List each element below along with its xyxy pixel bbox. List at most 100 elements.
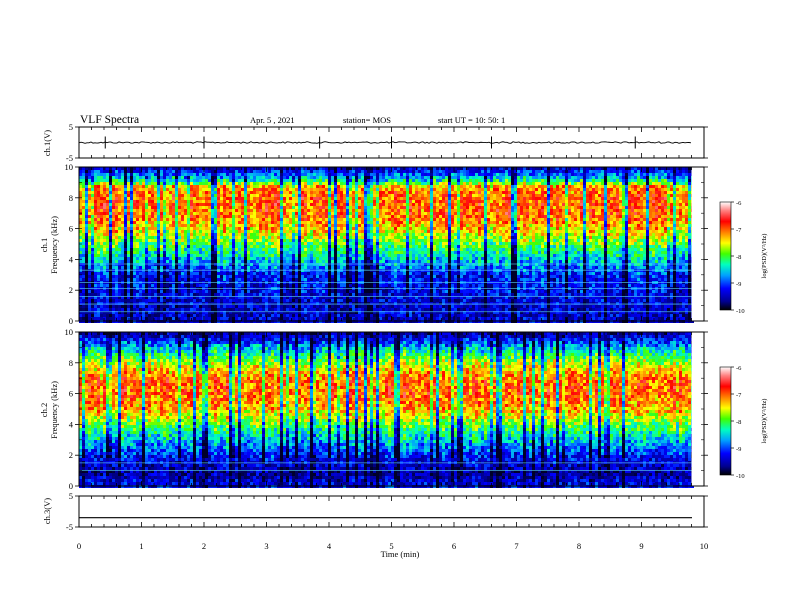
ch1-spec-cell	[145, 290, 148, 293]
ch1-spec-cell	[331, 260, 334, 263]
ch1-spec-cell	[244, 242, 247, 245]
ch1-spec-cell	[226, 212, 229, 215]
ch1-spec-cell	[163, 299, 166, 302]
ch1-spec-cell	[310, 302, 313, 305]
ch1-spec-cell	[349, 182, 352, 185]
ch1-spec-cell	[112, 266, 115, 269]
ch1-spec-cell	[214, 275, 217, 278]
ch1-spec-cell	[325, 206, 328, 209]
ch1-spec-cell	[325, 257, 328, 260]
ch1-spec-cell	[145, 308, 148, 311]
ch1-spec-cell	[310, 257, 313, 260]
ch1-spec-cell	[85, 290, 88, 293]
ch1-spec-cell	[283, 215, 286, 218]
ch1-spec-cell	[133, 266, 136, 269]
ch1-spec-cell	[247, 317, 250, 320]
ch1-spec-cell	[358, 203, 361, 206]
ch1-spec-cell	[253, 206, 256, 209]
ch1-spec-cell	[145, 257, 148, 260]
ch1-spec-cell	[202, 248, 205, 251]
ch1-spec-cell	[265, 293, 268, 296]
ch1-spec-cell	[241, 185, 244, 188]
ch1-spec-cell	[319, 218, 322, 221]
ch1-spec-cell	[175, 248, 178, 251]
ch1-spec-cell	[130, 194, 133, 197]
ch1-spec-cell	[82, 197, 85, 200]
ch1-spec-cell	[304, 236, 307, 239]
ch1-spec-cell	[352, 179, 355, 182]
ch1-spec-cell	[334, 203, 337, 206]
ch1-spec-cell	[235, 302, 238, 305]
ch1-spec-cell	[205, 308, 208, 311]
ch1-spec-cell	[235, 191, 238, 194]
ch1-spec-cell	[112, 170, 115, 173]
ch1-spec-cell	[139, 257, 142, 260]
ch1-spec-cell	[172, 275, 175, 278]
ch1-spec-cell	[304, 260, 307, 263]
ch1-spec-cell	[223, 224, 226, 227]
figure-title: VLF Spectra	[80, 114, 139, 126]
ch1-spec-cell	[214, 221, 217, 224]
ch1-spec-cell	[226, 299, 229, 302]
ch1-spec-cell	[160, 230, 163, 233]
ch1-spec-cell	[103, 182, 106, 185]
ch1-spec-cell	[253, 302, 256, 305]
ch1-waveform-panel: 5-5	[66, 122, 708, 163]
ch1-spec-cell	[148, 293, 151, 296]
ch1-spec-cell	[337, 203, 340, 206]
ch1-spec-cell	[331, 197, 334, 200]
ch1-spec-cell	[145, 191, 148, 194]
ch1-spec-cell	[352, 182, 355, 185]
ch1-spec-cell	[244, 188, 247, 191]
ch1-spec-cell	[298, 236, 301, 239]
ch1-spec-cell	[169, 194, 172, 197]
ch1-spec-cell	[262, 188, 265, 191]
ch1-spec-cell	[97, 266, 100, 269]
ch1-spec-cell	[124, 314, 127, 317]
ch1-spec-cell	[340, 275, 343, 278]
ch1-spec-cell	[124, 236, 127, 239]
ch1-spec-cell	[154, 173, 157, 176]
ch1-spec-cell	[247, 263, 250, 266]
ch1-spec-cell	[301, 275, 304, 278]
ch1-spec-cell	[328, 233, 331, 236]
ch1-spec-cell	[205, 170, 208, 173]
ch1-spec-cell	[301, 197, 304, 200]
ch1-spec-cell	[130, 206, 133, 209]
ch1-spec-cell	[169, 254, 172, 257]
ch1-spec-cell	[82, 266, 85, 269]
ch1-spec-cell	[274, 299, 277, 302]
ch1-spec-cell	[295, 200, 298, 203]
ch1-spec-cell	[322, 257, 325, 260]
ch1-spec-cell	[214, 257, 217, 260]
ch1-spec-cell	[193, 194, 196, 197]
ch1-spec-cell	[325, 185, 328, 188]
ch1-spec-cell	[304, 314, 307, 317]
ch1-spec-cell	[334, 254, 337, 257]
ch1-spec-cell	[178, 209, 181, 212]
ch1-spec-cell	[205, 278, 208, 281]
ch1-spec-cell	[259, 266, 262, 269]
ch1-spec-cell	[238, 239, 241, 242]
ch1-spec-cell	[82, 194, 85, 197]
ch1-spec-cell	[250, 200, 253, 203]
ch1-spec-cell	[322, 170, 325, 173]
ch1-spec-cell	[343, 218, 346, 221]
ch1-wave-ytick-label: 5	[69, 122, 73, 132]
ch1-spec-cell	[319, 173, 322, 176]
ch1-spec-cell	[82, 227, 85, 230]
ch1-spec-cell	[226, 272, 229, 275]
ch1-spec-cell	[229, 188, 232, 191]
ch1-spec-cell	[331, 245, 334, 248]
ch1-spec-cell	[91, 242, 94, 245]
ch1-spec-cell	[184, 275, 187, 278]
ch1-spec-cell	[184, 266, 187, 269]
ch1-spec-cell	[358, 260, 361, 263]
ch1-spec-cell	[106, 173, 109, 176]
ch1-spec-cell	[331, 188, 334, 191]
ch1-spec-cell	[154, 263, 157, 266]
ch1-spec-cell	[262, 179, 265, 182]
ch1-spec-cell	[304, 170, 307, 173]
ch1-spec-cell	[247, 194, 250, 197]
ch1-spec-cell	[265, 290, 268, 293]
